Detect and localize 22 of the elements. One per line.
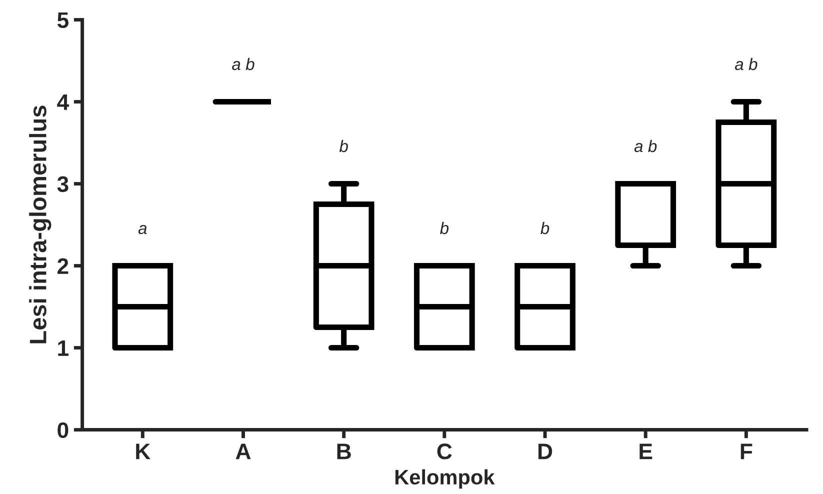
annotation: b (540, 222, 550, 234)
annotation: a b (634, 140, 657, 152)
y-tick-label: 3 (57, 176, 68, 192)
y-tick-label: 4 (57, 94, 69, 110)
x-tick-label: B (337, 444, 351, 460)
y-tick-label: 1 (58, 340, 68, 356)
annotation: a b (734, 58, 758, 70)
y-tick-label: 0 (58, 422, 68, 438)
annotation: a (138, 225, 147, 234)
x-tick-label: E (640, 444, 652, 460)
annotation: b (339, 140, 348, 152)
x-tick-label: C (437, 444, 452, 460)
x-tick-label: D (538, 444, 552, 460)
y-tick-label: 2 (58, 258, 68, 274)
x-axis-title: Kelompok (395, 469, 495, 489)
annotation: a b (232, 58, 254, 70)
annotation: b (440, 222, 449, 234)
x-tick-label: A (236, 444, 251, 460)
x-tick-label: K (136, 444, 150, 460)
x-tick-label: F (740, 444, 752, 460)
y-tick-label: 5 (57, 12, 68, 28)
y-axis-title: Lesi intra-glomerulus (29, 106, 52, 344)
